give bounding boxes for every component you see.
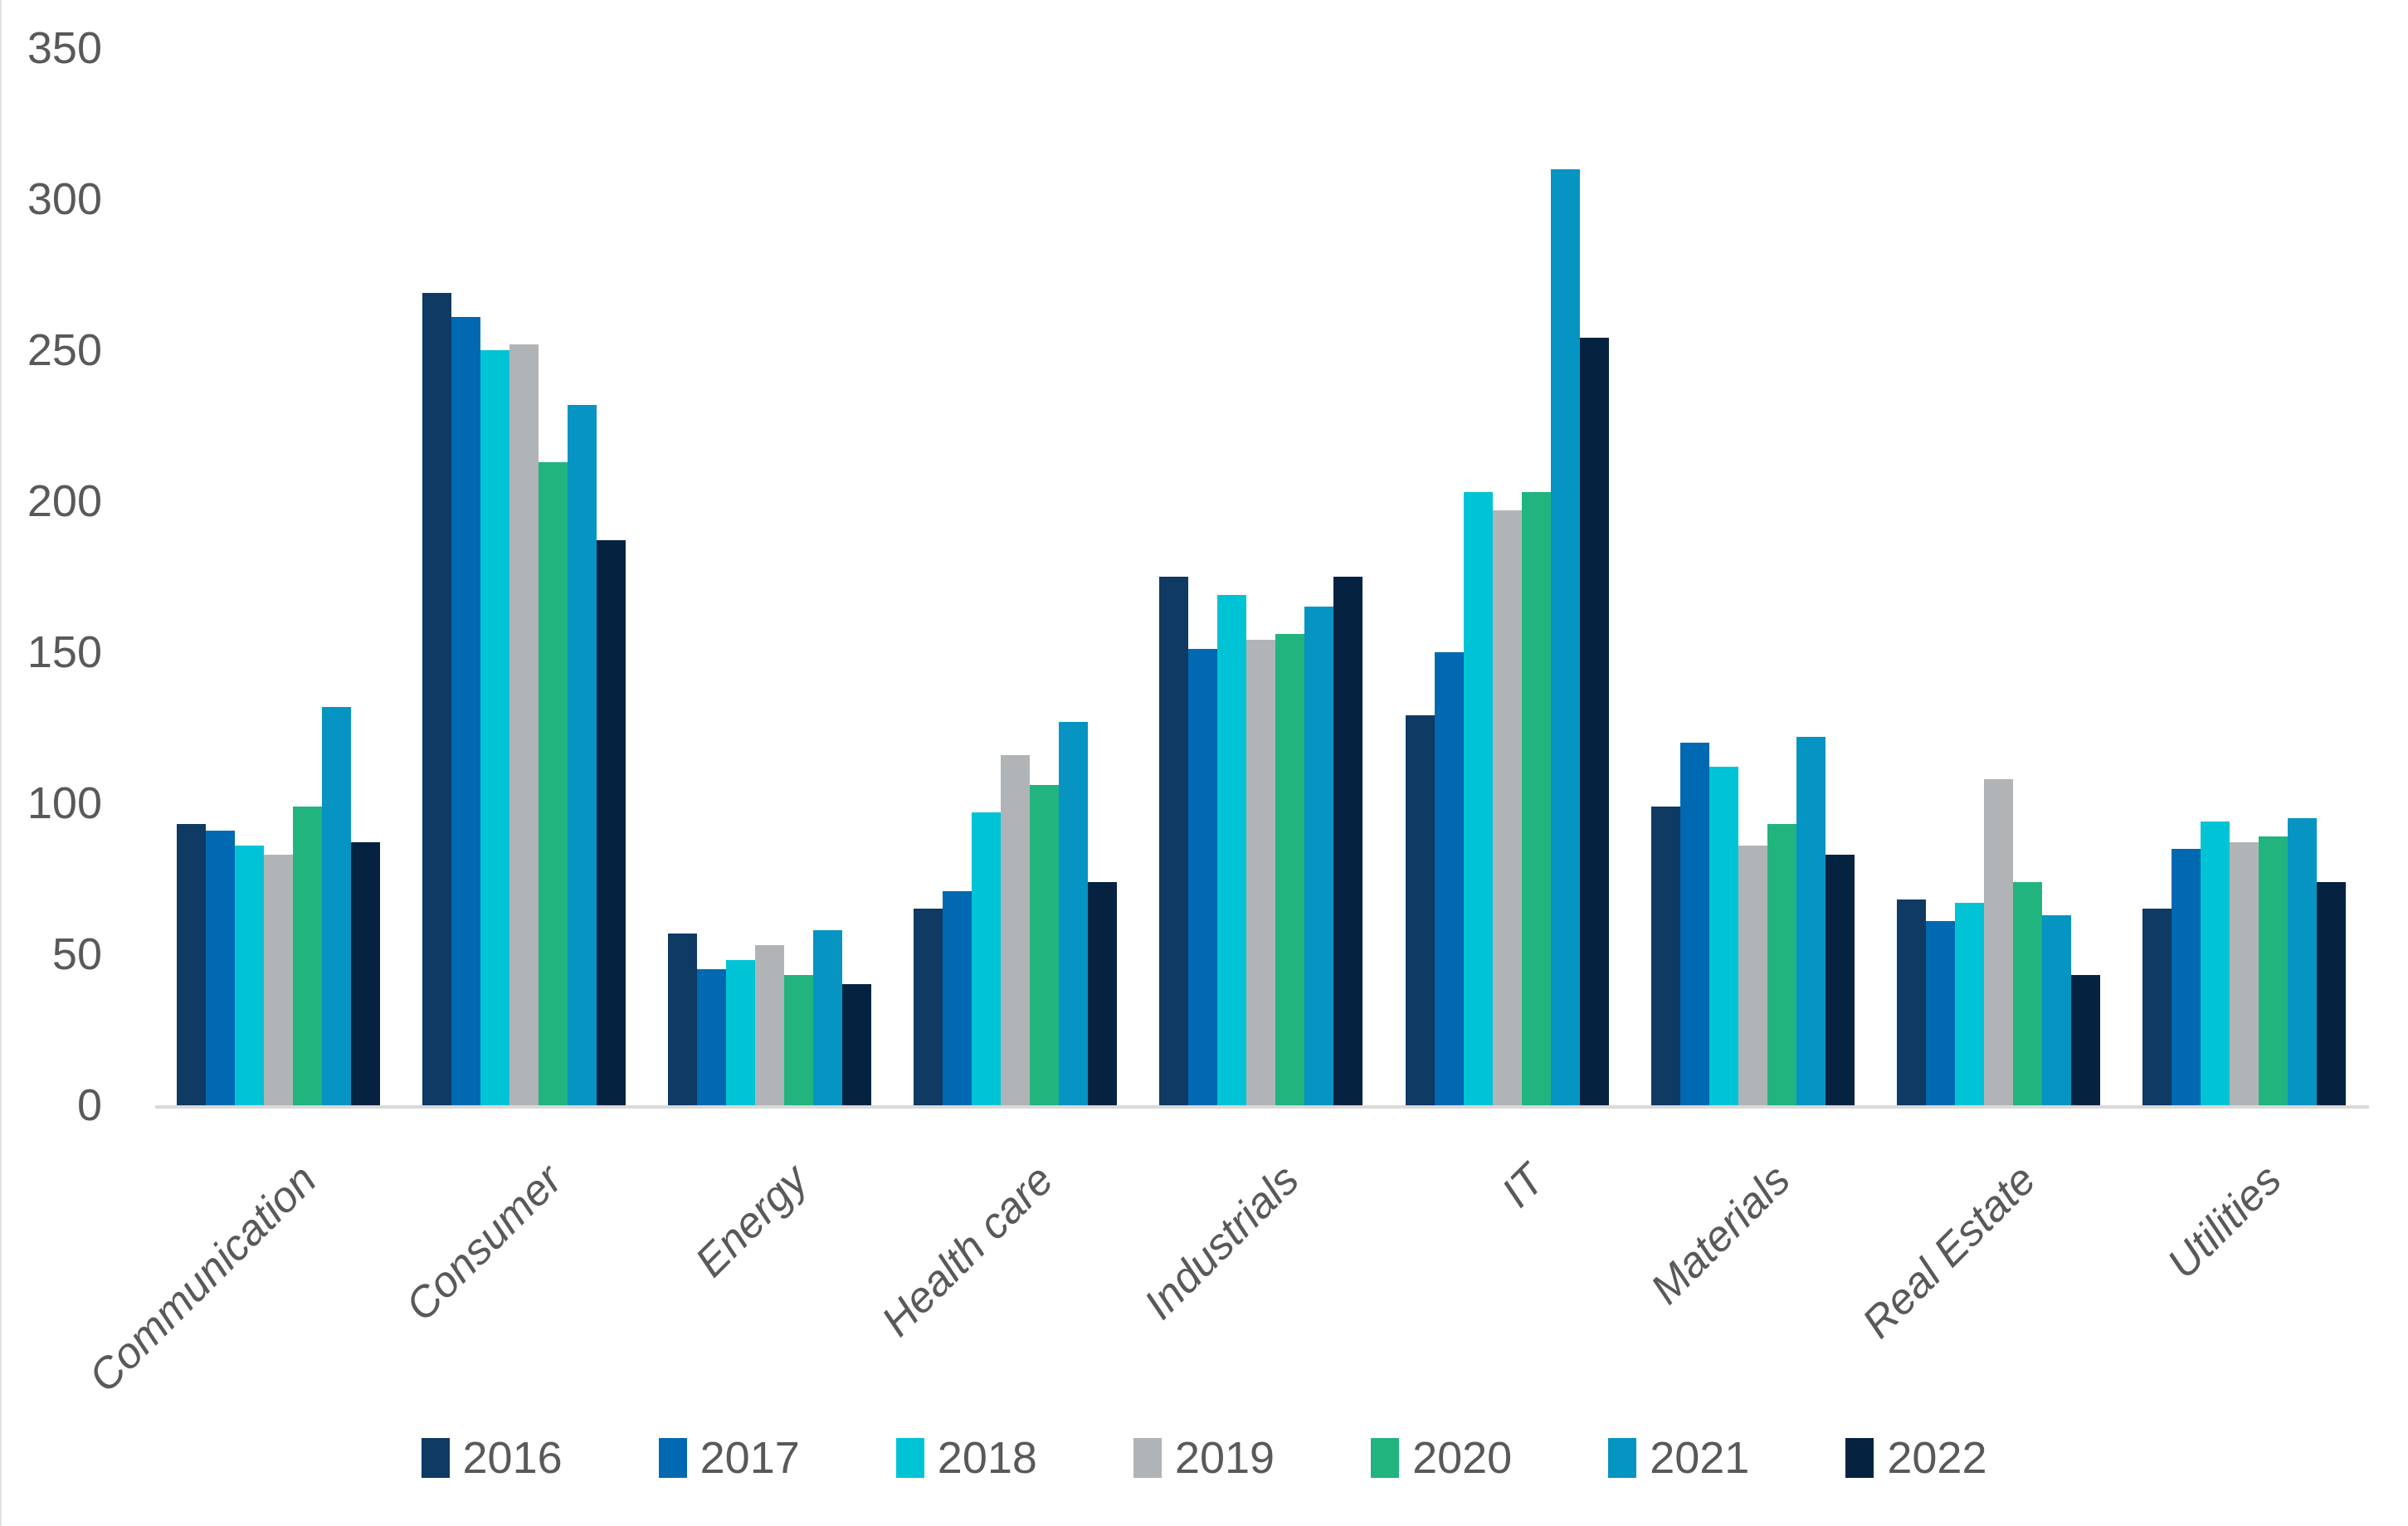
bar-industrials-2020 xyxy=(1275,634,1305,1105)
y-tick-label: 350 xyxy=(27,23,102,73)
legend-label: 2017 xyxy=(699,1433,800,1483)
bar-materials-2020 xyxy=(1767,824,1796,1105)
bar-real-estate-2017 xyxy=(1925,920,1955,1105)
legend-swatch-icon xyxy=(658,1438,687,1478)
legend-item-2022: 2022 xyxy=(1845,1432,1986,1484)
bar-health-care-2021 xyxy=(1059,721,1089,1105)
legend-label: 2019 xyxy=(1174,1433,1275,1483)
legend-label: 2022 xyxy=(1887,1433,1987,1483)
bar-consumer-2017 xyxy=(451,316,481,1105)
bar-energy-2020 xyxy=(784,975,814,1105)
y-tick-label: 50 xyxy=(51,929,102,979)
legend-item-2021: 2021 xyxy=(1608,1432,1749,1484)
bar-health-care-2019 xyxy=(1001,754,1031,1105)
bar-consumer-2020 xyxy=(539,461,568,1105)
legend-label: 2016 xyxy=(462,1433,563,1483)
bar-materials-2022 xyxy=(1825,854,1855,1105)
bar-utilities-2021 xyxy=(2287,818,2317,1105)
bar-industrials-2021 xyxy=(1304,607,1334,1105)
bar-health-care-2022 xyxy=(1088,881,1118,1105)
bar-real-estate-2019 xyxy=(1983,778,2013,1105)
bar-communication-2019 xyxy=(264,854,293,1105)
bar-it-2020 xyxy=(1521,492,1551,1105)
legend-swatch-icon xyxy=(895,1438,924,1478)
bar-communication-2022 xyxy=(351,842,380,1105)
bar-energy-2019 xyxy=(755,945,785,1105)
legend-swatch-icon xyxy=(1845,1438,1874,1478)
bar-consumer-2016 xyxy=(422,292,452,1105)
bar-health-care-2017 xyxy=(943,890,972,1105)
left-edge-line xyxy=(0,0,2,1526)
bar-health-care-2016 xyxy=(914,909,943,1105)
legend-label: 2021 xyxy=(1650,1433,1750,1483)
x-axis-line xyxy=(155,1105,2369,1109)
bar-real-estate-2016 xyxy=(1896,900,1926,1105)
bar-industrials-2017 xyxy=(1188,649,1218,1105)
y-tick-label: 0 xyxy=(76,1080,102,1130)
bar-energy-2021 xyxy=(813,929,843,1105)
bar-it-2018 xyxy=(1463,492,1493,1105)
legend-swatch-icon xyxy=(1133,1438,1162,1478)
bar-it-2021 xyxy=(1550,168,1580,1105)
bar-communication-2016 xyxy=(177,824,206,1105)
bar-industrials-2022 xyxy=(1333,577,1363,1105)
y-tick-label: 200 xyxy=(27,476,102,526)
bar-health-care-2018 xyxy=(972,812,1002,1105)
bar-consumer-2022 xyxy=(597,540,626,1105)
bar-industrials-2019 xyxy=(1246,640,1276,1105)
bar-materials-2021 xyxy=(1796,736,1825,1105)
y-tick-label: 100 xyxy=(27,778,102,828)
bar-communication-2020 xyxy=(293,806,322,1105)
bar-real-estate-2022 xyxy=(2070,975,2100,1105)
bar-utilities-2019 xyxy=(2229,842,2259,1105)
legend-label: 2018 xyxy=(937,1433,1037,1483)
bar-it-2017 xyxy=(1434,652,1464,1105)
bar-energy-2016 xyxy=(668,933,698,1105)
bar-utilities-2016 xyxy=(2142,909,2172,1105)
bar-industrials-2018 xyxy=(1217,594,1247,1105)
bar-real-estate-2021 xyxy=(2041,914,2071,1105)
bar-utilities-2018 xyxy=(2200,821,2230,1105)
bar-real-estate-2018 xyxy=(1954,903,1984,1105)
y-tick-label: 150 xyxy=(27,627,102,677)
bar-health-care-2020 xyxy=(1030,785,1060,1105)
bar-materials-2017 xyxy=(1679,743,1709,1105)
legend-item-2020: 2020 xyxy=(1371,1432,1512,1484)
bar-utilities-2017 xyxy=(2171,848,2201,1105)
bar-consumer-2018 xyxy=(480,350,510,1105)
bar-energy-2022 xyxy=(842,984,872,1105)
legend-item-2017: 2017 xyxy=(658,1432,800,1484)
bar-it-2016 xyxy=(1405,715,1435,1105)
bar-energy-2017 xyxy=(697,969,727,1105)
bar-communication-2018 xyxy=(235,845,264,1105)
legend: 2016 2017 2018 2019 2020 2021 2022 xyxy=(0,1432,2408,1484)
bar-communication-2017 xyxy=(206,830,235,1105)
legend-label: 2020 xyxy=(1412,1433,1513,1483)
legend-item-2019: 2019 xyxy=(1133,1432,1275,1484)
legend-item-2016: 2016 xyxy=(421,1432,563,1484)
bar-it-2019 xyxy=(1492,509,1522,1105)
bar-real-estate-2020 xyxy=(2012,881,2042,1105)
y-tick-label: 300 xyxy=(27,174,102,224)
legend-item-2018: 2018 xyxy=(895,1432,1037,1484)
bar-communication-2021 xyxy=(322,706,351,1105)
bar-materials-2019 xyxy=(1738,845,1767,1105)
bar-materials-2016 xyxy=(1650,806,1680,1105)
bar-utilities-2022 xyxy=(2316,881,2346,1105)
bar-consumer-2021 xyxy=(568,404,597,1105)
legend-swatch-icon xyxy=(1608,1438,1637,1478)
bar-materials-2018 xyxy=(1709,767,1738,1105)
bar-industrials-2016 xyxy=(1159,577,1189,1105)
bar-utilities-2020 xyxy=(2258,836,2288,1105)
bar-it-2022 xyxy=(1579,338,1609,1105)
legend-swatch-icon xyxy=(1371,1438,1400,1478)
legend-swatch-icon xyxy=(421,1438,450,1478)
bar-consumer-2019 xyxy=(509,344,539,1105)
bar-energy-2018 xyxy=(726,960,756,1105)
y-tick-label: 250 xyxy=(27,325,102,375)
